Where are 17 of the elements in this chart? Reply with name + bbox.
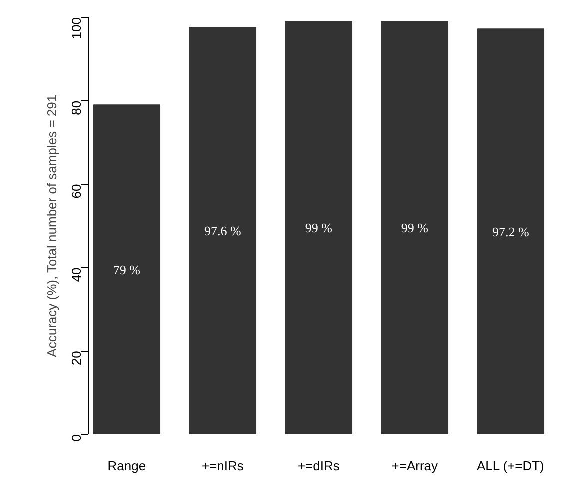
x-tick-label: ALL (+=DT) [476, 458, 544, 474]
x-tick-label: +=Array [392, 458, 439, 474]
data-label: 99 % [305, 220, 333, 236]
data-label: 79 % [113, 262, 141, 278]
x-tick-label: +=dIRs [298, 458, 340, 474]
y-tick-label: 0 [69, 434, 84, 442]
data-label: 97.6 % [204, 224, 242, 239]
data-label: 97.2 % [492, 224, 530, 240]
y-tick-label: 100 [69, 17, 84, 40]
x-tick-label: Range [108, 458, 146, 474]
x-tick-label: +=nIRs [202, 458, 244, 474]
y-tick-label: 80 [69, 100, 84, 116]
data-label: 99 % [401, 220, 429, 236]
y-tick-label: 20 [69, 351, 84, 366]
y-axis-title: Accuracy (%), Total number of samples = 291 [44, 94, 60, 358]
y-tick-label: 40 [69, 268, 84, 282]
y-tick-label: 60 [69, 184, 84, 199]
